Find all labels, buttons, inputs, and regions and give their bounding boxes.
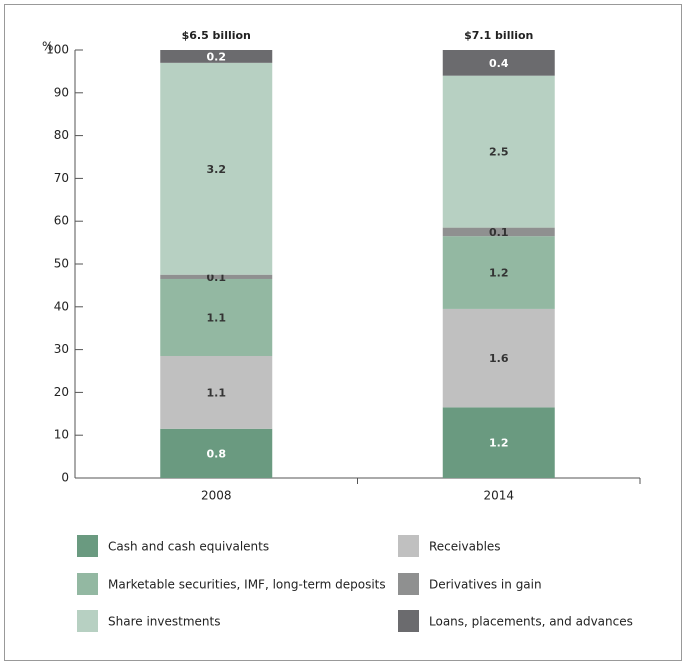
- legend-label: Marketable securities, IMF, long-term de…: [108, 578, 386, 592]
- data-label: 2.5: [489, 146, 509, 159]
- data-label: 0.1: [489, 226, 509, 239]
- data-label: 0.2: [207, 50, 227, 63]
- legend-swatch: [398, 573, 419, 595]
- legend-swatch: [77, 573, 98, 595]
- y-tick-label: 80: [54, 128, 69, 142]
- bar-segment: [160, 62, 273, 275]
- data-label: 1.2: [489, 437, 509, 450]
- bar-segment: [160, 274, 273, 279]
- data-label: 1.1: [207, 312, 227, 325]
- data-label: 3.2: [207, 163, 227, 176]
- legend-label: Receivables: [429, 540, 501, 554]
- bar-segment: [442, 407, 555, 478]
- data-label: 0.8: [207, 447, 227, 460]
- data-label: 1.2: [489, 267, 509, 280]
- y-tick-label: 30: [54, 342, 69, 356]
- bar-segment: [160, 278, 273, 357]
- y-tick-label: 60: [54, 214, 69, 228]
- bar-segment: [442, 308, 555, 408]
- data-label: 0.4: [489, 57, 509, 70]
- legend-label: Derivatives in gain: [429, 578, 542, 592]
- bar-segment: [160, 428, 273, 478]
- y-axis-label: %: [42, 40, 53, 54]
- y-tick-label: 100: [46, 43, 69, 57]
- bar-total-label: $6.5 billion: [182, 29, 251, 42]
- y-tick-label: 50: [54, 257, 69, 271]
- bar-segment: [442, 50, 555, 76]
- frame: [4, 4, 682, 661]
- y-tick-label: 10: [54, 428, 69, 442]
- data-label: 1.6: [489, 352, 509, 365]
- legend-swatch: [398, 535, 419, 557]
- legend-swatch: [77, 535, 98, 557]
- y-tick-label: 20: [54, 385, 69, 399]
- bar-segment: [160, 356, 273, 429]
- bar-segment: [160, 50, 273, 63]
- legend-swatch: [398, 610, 419, 632]
- bar-segment: [442, 236, 555, 309]
- y-tick-label: 0: [61, 471, 69, 485]
- y-tick-label: 90: [54, 85, 69, 99]
- legend-label: Cash and cash equivalents: [108, 540, 269, 554]
- bar-segment: [442, 227, 555, 237]
- legend-label: Share investments: [108, 615, 220, 629]
- legend-swatch: [77, 610, 98, 632]
- x-tick-label: 2008: [201, 489, 232, 503]
- bar-total-label: $7.1 billion: [464, 29, 533, 42]
- bar-segment: [442, 75, 555, 228]
- y-tick-label: 70: [54, 171, 69, 185]
- legend-label: Loans, placements, and advances: [429, 615, 633, 629]
- data-label: 1.1: [207, 386, 227, 399]
- x-tick-label: 2014: [483, 489, 514, 503]
- y-tick-label: 40: [54, 299, 69, 313]
